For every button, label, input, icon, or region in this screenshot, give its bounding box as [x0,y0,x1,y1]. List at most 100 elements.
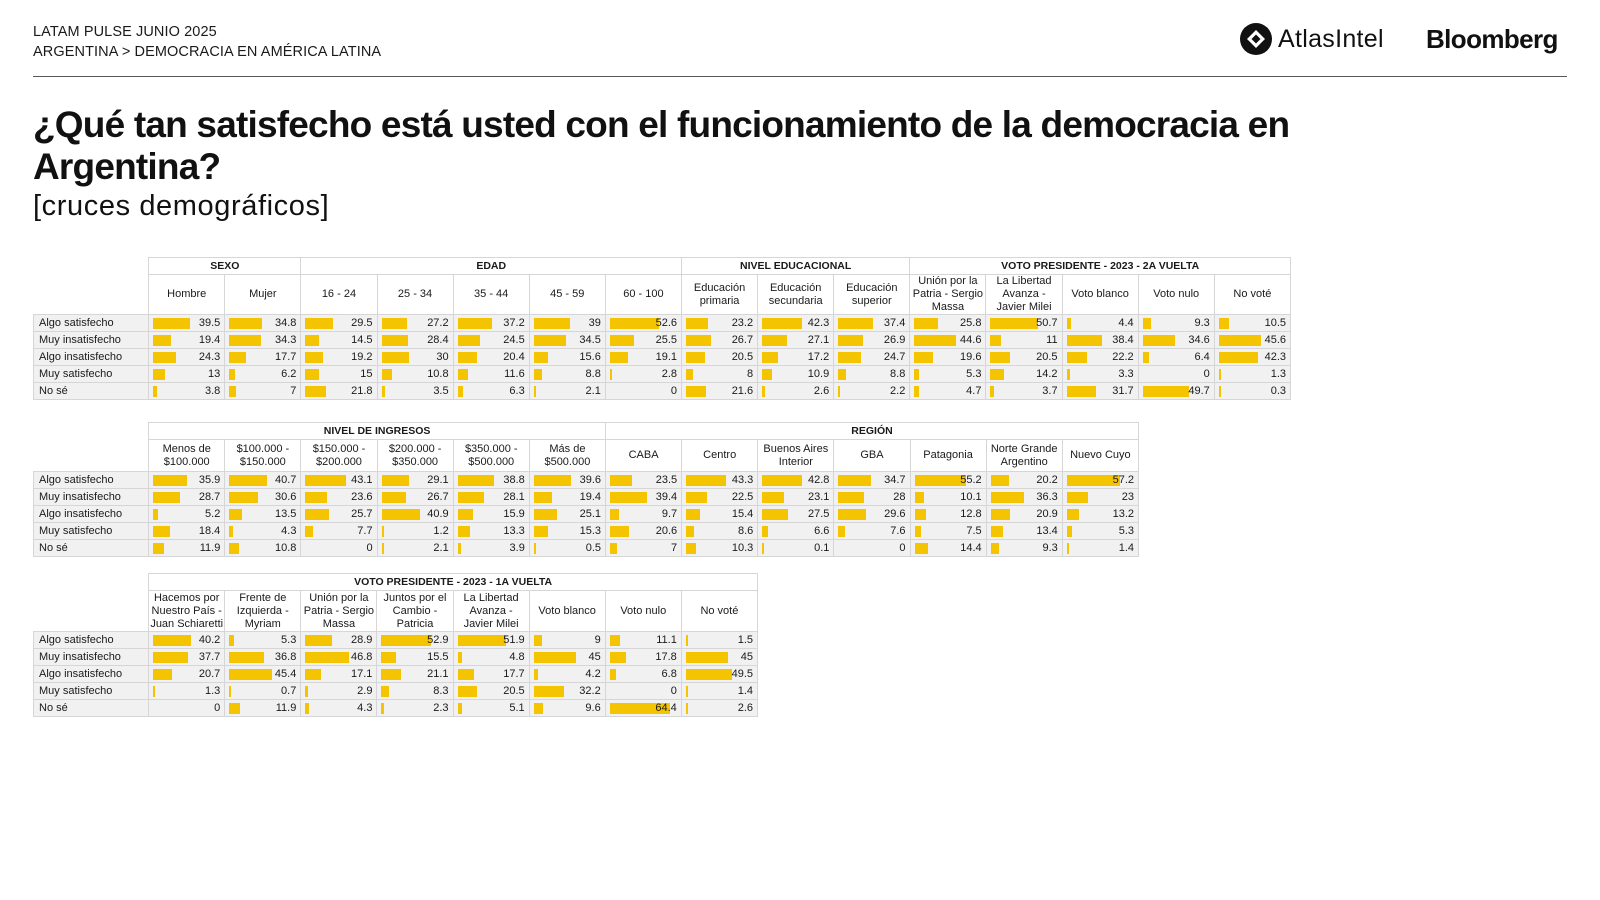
data-cell: 19.2 [300,348,378,366]
data-value: 30 [436,351,449,363]
data-bar [381,686,390,697]
data-bar [457,335,481,346]
data-bar [1066,543,1069,554]
data-cell: 0 [833,539,911,557]
data-bar [153,475,187,486]
data-value: 37.4 [883,317,906,329]
data-value: 35.9 [198,474,221,486]
data-value: 11 [1046,334,1058,346]
crosstab-sexo-edad-educacion-voto-2v: SEXO EDAD NIVEL EDUCACIONAL VOTO PRESIDENTE… [32,257,1292,400]
data-value: 28.1 [503,491,525,503]
data-cell: 1.3 [148,682,226,700]
data-value: 26.7 [731,334,754,346]
data-cell: 10.1 [909,488,987,506]
data-bar [990,475,1010,486]
data-bar [457,652,462,663]
data-bar [457,475,494,486]
row-label-algo-satisfecho: Algo satisfecho [32,314,150,332]
data-cell: 38.4 [1061,331,1139,349]
data-value: 52.9 [427,634,449,646]
data-value: 55.2 [960,474,982,486]
data-bar [229,369,236,380]
data-cell: 23.6 [300,488,378,506]
data-bar [533,386,536,397]
data-bar [609,318,659,329]
data-cell: 37.4 [833,314,911,332]
data-value: 13.4 [1036,525,1058,537]
data-bar [609,635,621,646]
data-cell: 21.6 [680,382,759,400]
column-header-hacemos-por-nuestro-pais-juan-schiaretti: Hacemos por Nuestro País - Juan Schiaret… [148,590,226,632]
data-value: 15.6 [579,351,601,363]
data-bar [305,475,346,486]
data-cell: 34.5 [528,331,606,349]
data-cell: 5.3 [909,365,987,383]
data-cell: 10.8 [224,539,302,557]
data-bar [153,652,189,663]
data-bar [305,318,333,329]
data-bar [533,635,542,646]
data-cell: 2.8 [604,365,683,383]
data-bar [153,369,166,380]
group-header-voto-presidente-2023-1a-vuelta: VOTO PRESIDENTE - 2023 - 1A VUELTA [148,573,758,591]
row-label-no-se: No sé [32,699,150,717]
data-value: 4.4 [1118,317,1134,329]
data-bar [1218,318,1229,329]
data-bar [838,352,862,363]
data-bar [457,526,471,537]
data-bar [838,318,874,329]
data-cell: 5.3 [224,631,302,649]
row-label-algo-insatisfecho: Algo insatisfecho [32,348,150,366]
data-bar [153,686,156,697]
data-value: 1.3 [1270,368,1286,380]
data-bar [533,492,552,503]
row-label-algo-satisfecho: Algo satisfecho [32,631,150,649]
data-bar [610,526,630,537]
data-cell: 8.8 [833,365,911,383]
data-value: 0 [670,385,677,397]
data-cell: 0 [1137,365,1215,383]
table-row: Muy insatisfecho 19.4 34.3 14.5 28.4 24.5 34.5… [32,331,1292,349]
data-value: 24.5 [503,334,525,346]
data-cell: 4.7 [909,382,987,400]
data-value: 27.5 [807,508,830,520]
data-bar [381,492,407,503]
data-value: 19.4 [198,334,221,346]
data-value: 29.5 [351,317,373,329]
data-cell: 27.1 [757,331,835,349]
table-row: No sé 11.9 10.8 0 2.1 3.9 0.5 7 10.3 0.1 0 14.4 9.3 1… [32,539,1140,557]
data-value: 21.8 [351,385,373,397]
column-header-350-000-500-000: $350.000 - $500.000 [452,439,530,472]
data-bar [1142,386,1189,397]
data-cell: 9.3 [1137,314,1215,332]
data-value: 19.2 [351,351,373,363]
data-cell: 25.5 [604,331,683,349]
data-value: 27.2 [427,317,449,329]
data-cell: 64.4 [604,699,682,717]
data-cell: 6.2 [224,365,302,383]
data-value: 3.5 [433,385,449,397]
data-value: 15.9 [503,508,525,520]
data-bar [1142,352,1149,363]
data-bar [990,492,1025,503]
row-label-muy-insatisfecho: Muy insatisfecho [32,648,150,666]
column-header-la-libertad-avanza-javier-milei: La Libertad Avanza - Javier Milei [452,590,530,632]
data-bar [685,686,688,697]
data-value: 4.8 [509,651,525,663]
data-cell: 14.2 [985,365,1063,383]
data-bar [533,669,538,680]
data-cell: 46.8 [300,648,378,666]
data-value: 9 [594,634,601,646]
data-bar [914,475,966,486]
data-cell: 21.1 [376,665,454,683]
data-value: 1.2 [433,525,449,537]
data-cell: 28.4 [376,331,454,349]
data-cell: 15.6 [528,348,606,366]
column-header-200-000-350-000: $200.000 - $350.000 [376,439,454,472]
data-cell: 25.8 [909,314,987,332]
data-value: 42.3 [1264,351,1286,363]
data-bar [762,543,765,554]
data-value: 24.7 [883,351,906,363]
data-value: 40.9 [427,508,449,520]
data-cell: 22.5 [681,488,759,506]
